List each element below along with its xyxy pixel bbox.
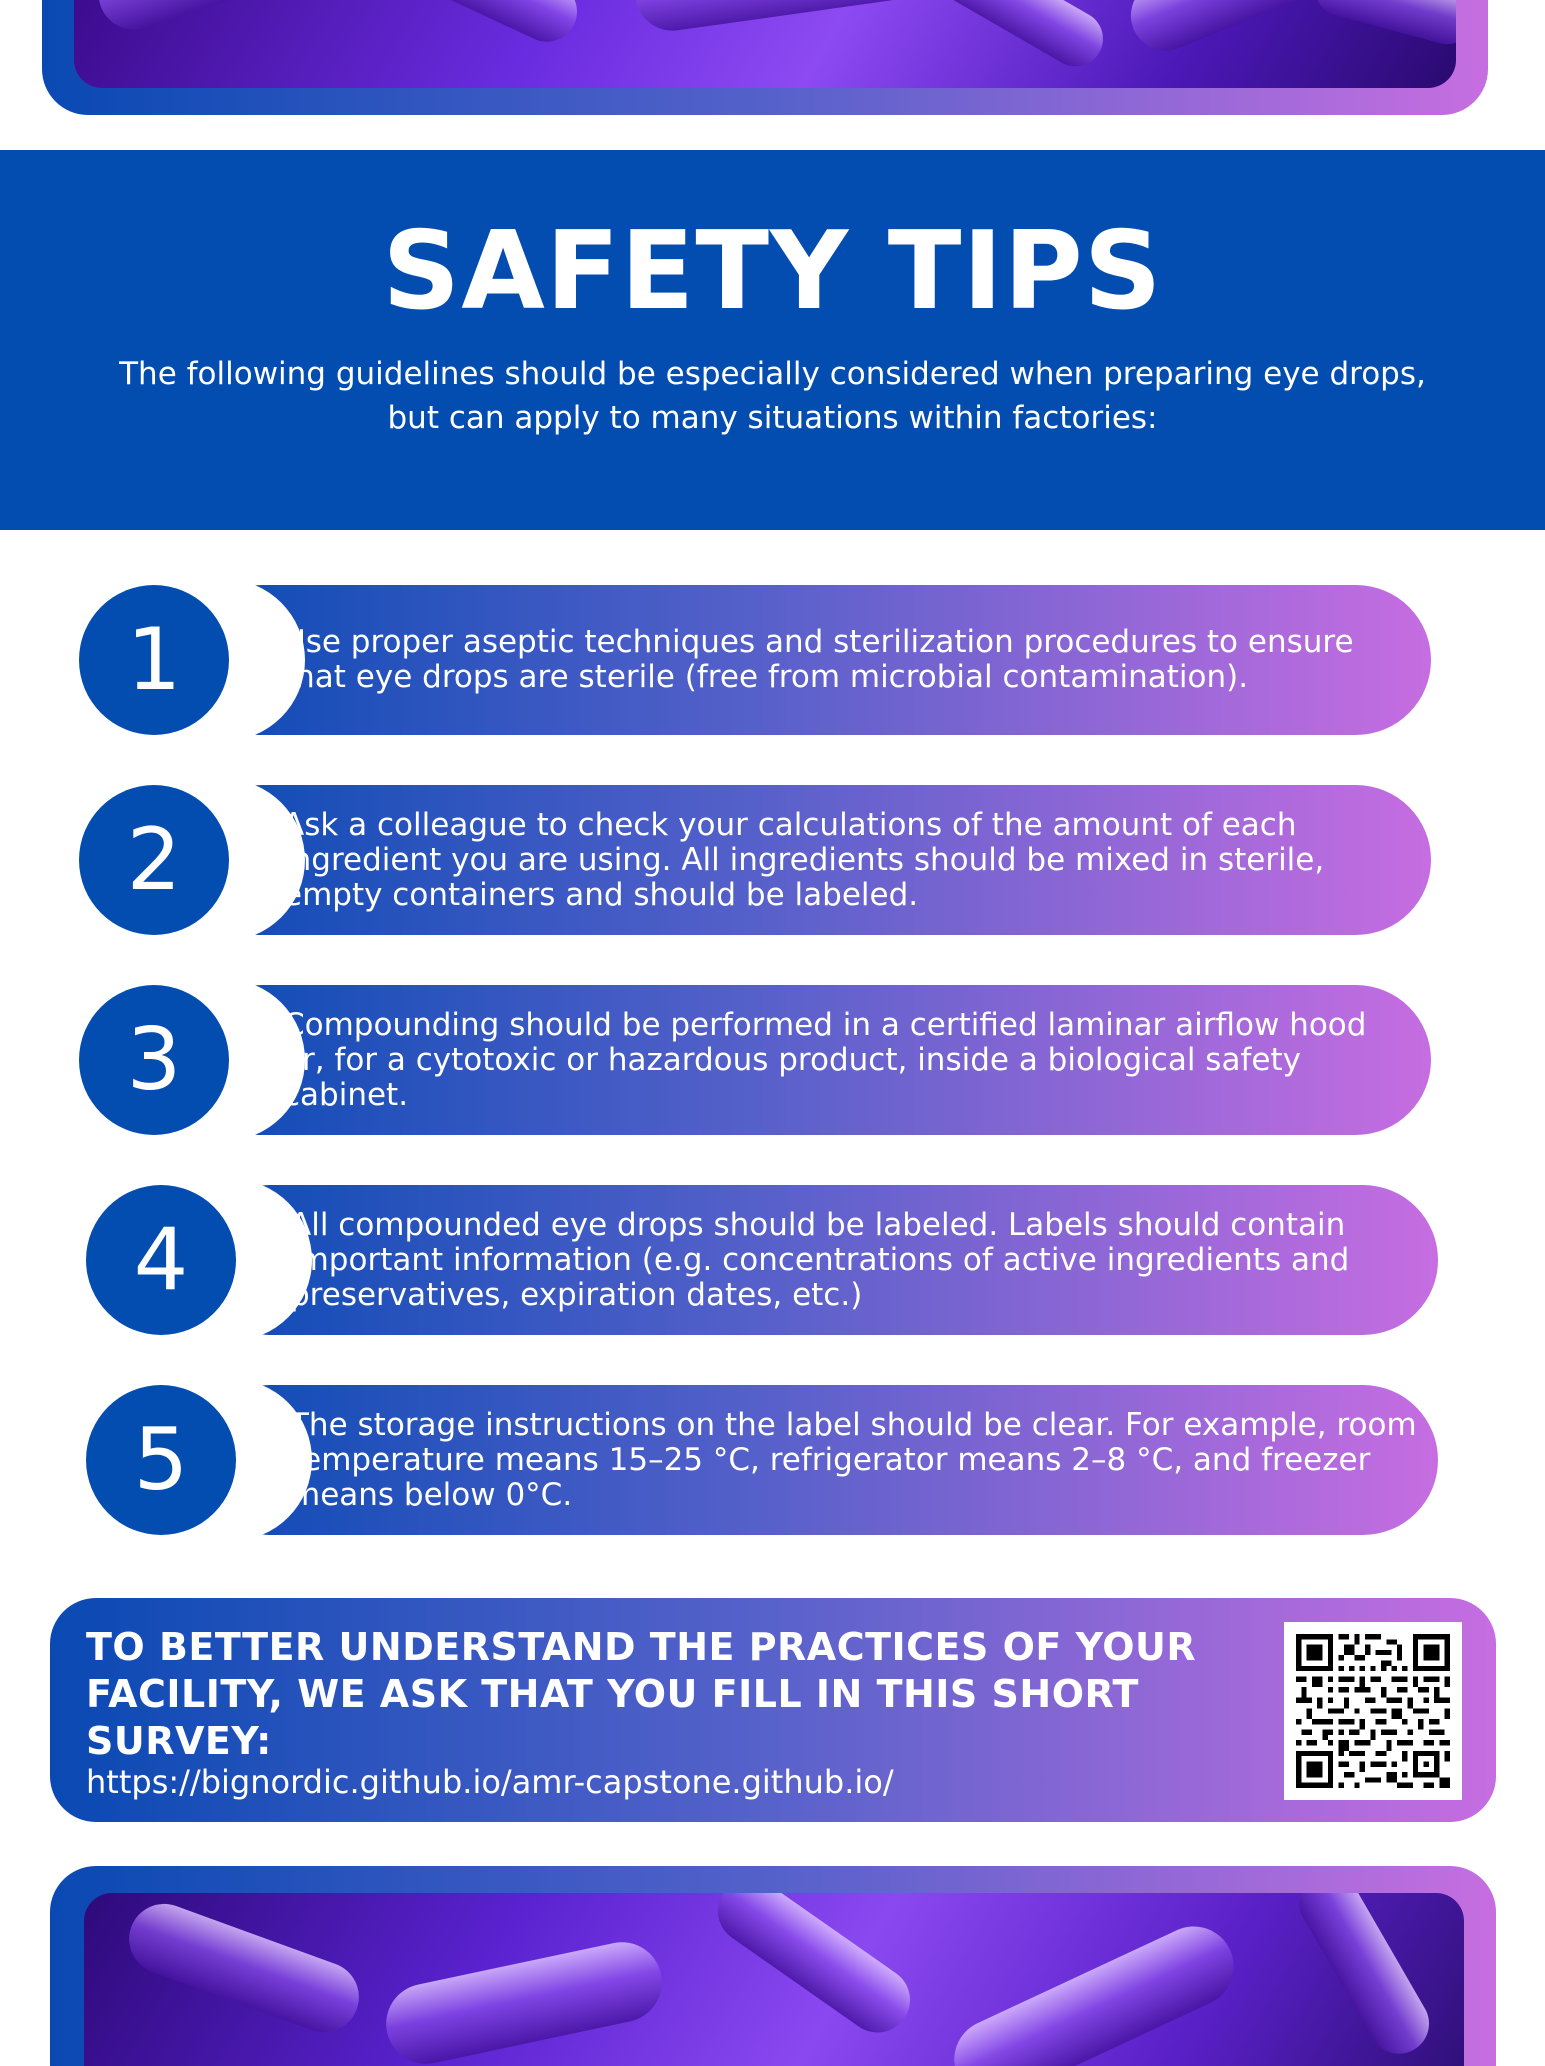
tip-number-badge: 5 xyxy=(86,1385,236,1535)
tip-number-badge: 2 xyxy=(79,785,229,935)
tip-text: All compounded eye drops should be label… xyxy=(290,1203,1420,1317)
tip-pill xyxy=(194,1385,1438,1535)
qr-code-icon[interactable] xyxy=(1284,1622,1462,1800)
header-band: SAFETY TIPS The following guidelines sho… xyxy=(0,150,1545,530)
tip-text-content: All compounded eye drops should be label… xyxy=(290,1206,1350,1313)
tip-text: Ask a colleague to check your calculatio… xyxy=(283,803,1413,917)
tip-number-badge: 3 xyxy=(79,985,229,1135)
page-subtitle: The following guidelines should be espec… xyxy=(119,356,1426,436)
tip-pill xyxy=(187,985,1431,1135)
bacteria-image-top xyxy=(74,0,1456,88)
tip-pill xyxy=(187,585,1431,735)
tip-number-badge: 1 xyxy=(79,585,229,735)
survey-link[interactable]: https://bignordic.github.io/amr-capstone… xyxy=(86,1763,894,1801)
top-image-frame xyxy=(42,0,1488,115)
tip-text-content: Compounding should be performed in a cer… xyxy=(283,1006,1367,1113)
tip-text-content: Ask a colleague to check your calculatio… xyxy=(283,806,1325,913)
tip-text-content: The storage instructions on the label sh… xyxy=(290,1406,1417,1513)
page-title: SAFETY TIPS xyxy=(382,209,1163,334)
tip-text: Compounding should be performed in a cer… xyxy=(283,1003,1413,1117)
tip-pill xyxy=(187,785,1431,935)
tip-pill xyxy=(194,1185,1438,1335)
tip-text-content: Use proper aseptic techniques and steril… xyxy=(283,624,1354,695)
bottom-image-frame xyxy=(50,1866,1496,2066)
tip-text: The storage instructions on the label sh… xyxy=(290,1403,1420,1517)
survey-heading: TO BETTER UNDERSTAND THE PRACTICES OF YO… xyxy=(86,1625,1197,1763)
tip-text: Use proper aseptic techniques and steril… xyxy=(283,603,1413,717)
bacteria-image-bottom xyxy=(84,1893,1464,2066)
survey-box: TO BETTER UNDERSTAND THE PRACTICES OF YO… xyxy=(50,1598,1496,1822)
tip-number-badge: 4 xyxy=(86,1185,236,1335)
